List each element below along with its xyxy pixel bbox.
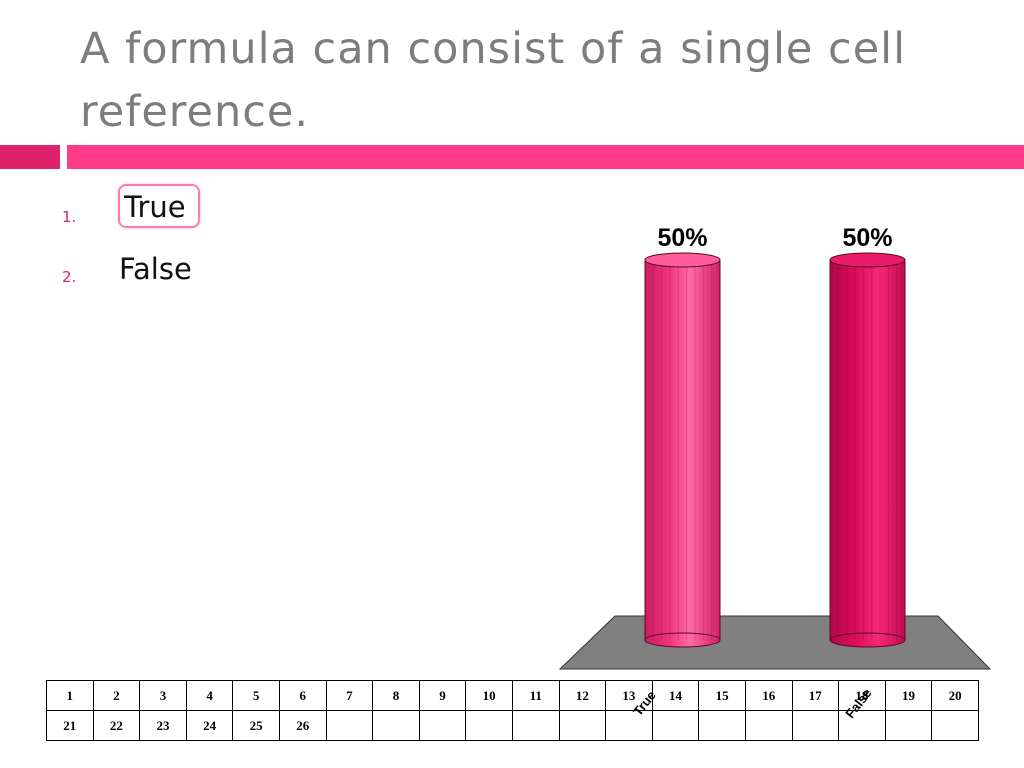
keypad-cell: 2	[92, 680, 141, 711]
keypad-cell: 9	[418, 680, 467, 711]
title-rule	[67, 145, 1024, 169]
keypad-cell	[698, 710, 746, 741]
value-label: 50%	[842, 224, 892, 252]
keypad-cell: 5	[232, 680, 280, 711]
keypad-cell: 11	[511, 680, 560, 711]
answer-number: 2.	[62, 268, 77, 286]
bar-true	[644, 252, 721, 648]
answer-number: 1.	[62, 208, 77, 226]
keypad-cell: 3	[139, 680, 187, 711]
keypad-cell	[884, 710, 933, 741]
value-label: 50%	[657, 224, 707, 252]
keypad-cell	[651, 710, 700, 741]
keypad-cell	[931, 710, 979, 741]
keypad-cell: 17	[791, 680, 840, 711]
keypad-cell: 25	[232, 710, 280, 741]
slide-title: A formula can consist of a single cell r…	[80, 24, 907, 137]
keypad-cell: 22	[92, 710, 141, 741]
title-rule-accent	[0, 145, 60, 169]
keypad-cell: 4	[185, 680, 234, 711]
keypad-cell	[511, 710, 560, 741]
keypad-cell: 21	[46, 710, 94, 741]
keypad-cell	[744, 710, 793, 741]
keypad-cell: 1	[46, 680, 94, 711]
keypad-cell: 19	[884, 680, 933, 711]
keypad-cell	[791, 710, 840, 741]
keypad-cell: 24	[185, 710, 234, 741]
keypad-cell	[325, 710, 374, 741]
keypad-cell	[372, 710, 420, 741]
answer-label[interactable]: False	[119, 252, 192, 286]
keypad-cell	[465, 710, 513, 741]
keypad-cell: 8	[372, 680, 420, 711]
keypad-row: 21 22 23 24 25 26	[46, 710, 979, 741]
keypad-cell: 10	[465, 680, 513, 711]
keypad-cell: 20	[931, 680, 979, 711]
keypad-cell	[605, 710, 653, 741]
keypad-cell	[558, 710, 607, 741]
bar-false	[829, 252, 906, 648]
keypad-cell: 15	[698, 680, 746, 711]
keypad-cell	[418, 710, 467, 741]
keypad-cell: 26	[278, 710, 327, 741]
answer-label-selected[interactable]: True	[118, 184, 200, 228]
response-keypad: 1 2 3 4 5 6 7 8 9 10 11 12 13 14 15 16 17 18 19 20 21 22 23 24 2…	[46, 680, 979, 741]
keypad-cell: 7	[325, 680, 374, 711]
keypad-cell: 6	[278, 680, 327, 711]
keypad-cell: 16	[744, 680, 793, 711]
keypad-cell	[838, 710, 886, 741]
keypad-cell: 14	[651, 680, 700, 711]
keypad-cell: 13	[605, 680, 653, 711]
keypad-cell: 12	[558, 680, 607, 711]
chart-floor	[558, 615, 992, 670]
keypad-row: 1 2 3 4 5 6 7 8 9 10 11 12 13 14 15 16 17 18 19 20	[46, 680, 979, 711]
keypad-cell: 23	[139, 710, 187, 741]
keypad-cell: 18	[838, 680, 886, 711]
